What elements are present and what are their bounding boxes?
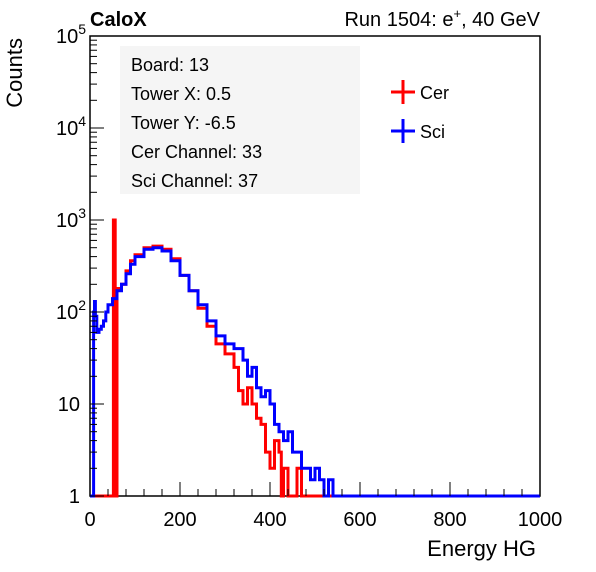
- y-tick-exponent: 5: [78, 21, 86, 37]
- y-tick-label: 103: [56, 205, 86, 232]
- y-tick-base: 10: [56, 302, 78, 324]
- y-tick-base: 10: [56, 26, 78, 48]
- info-line-sci-channel: Sci Channel: 37: [131, 171, 258, 191]
- x-tick-label: 1000: [518, 509, 563, 531]
- run-title-suffix: , 40 GeV: [461, 9, 541, 31]
- x-tick-label: 0: [84, 509, 95, 531]
- y-tick-label: 102: [56, 297, 86, 324]
- y-tick-base: 10: [56, 118, 78, 140]
- legend: Cer Sci: [391, 80, 449, 143]
- info-line-cer-channel: Cer Channel: 33: [131, 142, 262, 162]
- y-tick-label: 1: [69, 486, 80, 508]
- info-box-background: [120, 46, 360, 194]
- series-line-cer: [90, 218, 540, 498]
- calox-title: CaloX: [90, 9, 147, 31]
- x-tick-label: 400: [253, 509, 286, 531]
- series-cer: [90, 218, 540, 498]
- run-title-prefix: Run 1504: e: [344, 9, 453, 31]
- info-line-tower-y: Tower Y: -6.5: [131, 113, 236, 133]
- y-tick-label: 104: [56, 113, 86, 140]
- x-tick-label: 600: [343, 509, 376, 531]
- y-tick-base: 10: [56, 210, 78, 232]
- info-line-board: Board: 13: [131, 55, 209, 75]
- series-line-sci: [90, 246, 540, 498]
- legend-cer-label: Cer: [420, 83, 449, 103]
- series-sci: [90, 246, 540, 498]
- y-tick-exponent: 3: [78, 205, 86, 221]
- y-tick-exponent: 2: [78, 297, 86, 313]
- x-tick-label: 200: [163, 509, 196, 531]
- run-title-superscript: +: [453, 6, 461, 21]
- series-layer: [90, 218, 540, 498]
- x-tick-label: 800: [433, 509, 466, 531]
- y-tick-exponent: 4: [78, 113, 86, 129]
- legend-sci-label: Sci: [420, 122, 445, 142]
- info-line-tower-x: Tower X: 0.5: [131, 84, 231, 104]
- x-axis-label: Energy HG: [427, 536, 536, 561]
- run-title: Run 1504: e+, 40 GeV: [344, 6, 540, 31]
- y-axis-label: Counts: [2, 38, 27, 108]
- y-tick-label: 105: [56, 21, 86, 48]
- legend-entry-sci: Sci: [391, 119, 445, 143]
- legend-entry-cer: Cer: [391, 80, 449, 104]
- y-tick-label: 10: [58, 394, 80, 416]
- info-box: Board: 13 Tower X: 0.5 Tower Y: -6.5 Cer…: [120, 46, 360, 194]
